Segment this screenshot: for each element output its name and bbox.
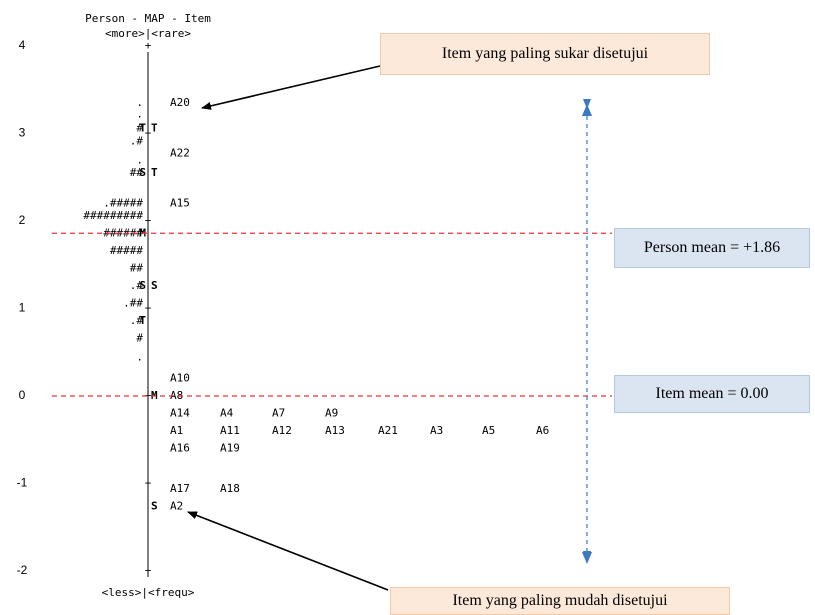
range-arrow-bottom-head	[582, 552, 592, 564]
y-tick-mark: +	[145, 127, 152, 140]
item-label: A4	[220, 407, 234, 420]
item-label: A21	[378, 424, 398, 437]
line-layer	[52, 65, 612, 591]
person-marker: S	[139, 279, 146, 292]
easiest-callout-arrow	[187, 511, 389, 591]
item-label: A19	[220, 442, 240, 455]
item-marker: T	[151, 166, 158, 179]
item-label: A16	[170, 442, 190, 455]
person-row: ######	[103, 226, 143, 239]
y-tick-label: 1	[19, 301, 26, 315]
item-label: A13	[325, 424, 345, 437]
y-tick-mark: +	[145, 564, 152, 577]
hardest-callout-arrow	[201, 65, 381, 110]
person-row: #########	[83, 209, 143, 222]
text-layer: Person - MAP - Item <more>|<rare> <less>|<…	[17, 12, 550, 599]
person-mean-box: Person mean = +1.86	[614, 228, 810, 268]
person-row: .##	[123, 296, 143, 309]
person-row: ##	[130, 261, 144, 274]
person-row: .	[136, 107, 143, 120]
person-row: #####	[110, 244, 143, 257]
item-label: A7	[272, 407, 285, 420]
item-label: A10	[170, 372, 190, 385]
person-row: .	[136, 351, 143, 364]
easiest-item-callout-text: Item yang paling mudah disetujui	[452, 592, 668, 609]
item-mean-box: Item mean = 0.00	[614, 375, 810, 413]
item-label: A14	[170, 407, 190, 420]
item-label: A11	[220, 424, 240, 437]
item-label: A12	[272, 424, 292, 437]
y-tick-mark: +	[145, 302, 152, 315]
item-label: A22	[170, 147, 190, 160]
person-marker: T	[139, 121, 146, 134]
item-label: A8	[170, 389, 183, 402]
map-title: Person - MAP - Item	[85, 12, 211, 25]
y-tick-label: 2	[19, 213, 26, 227]
item-mean-text: Item mean = 0.00	[655, 385, 769, 402]
person-row: .	[136, 96, 143, 109]
item-label: A3	[430, 424, 443, 437]
item-marker: S	[151, 279, 158, 292]
person-marker: T	[139, 314, 146, 327]
item-label: A9	[325, 407, 338, 420]
easiest-item-callout: Item yang paling mudah disetujui	[390, 587, 730, 615]
item-marker: T	[151, 121, 158, 134]
person-marker: S	[139, 166, 146, 179]
person-mean-text: Person mean = +1.86	[643, 239, 781, 256]
y-tick-mark: +	[145, 214, 152, 227]
item-marker: S	[151, 499, 158, 512]
person-row: .#	[130, 314, 144, 327]
y-tick-label: 0	[19, 388, 26, 402]
item-label: A1	[170, 424, 183, 437]
person-row: #	[136, 331, 143, 344]
range-arrow-top-head	[582, 104, 592, 116]
item-label: A6	[536, 424, 549, 437]
person-row: .#####	[103, 197, 143, 210]
y-tick-label: 4	[19, 38, 26, 52]
map-bottom-label: <less>|<frequ>	[102, 586, 195, 599]
hardest-item-callout-text: Item yang paling sukar disetujui	[441, 45, 649, 62]
item-label: A15	[170, 197, 190, 210]
y-tick-mark: +	[145, 477, 152, 490]
map-subtitle: <more>|<rare>	[105, 27, 191, 40]
person-row: #	[136, 121, 143, 134]
y-tick-mark: +	[145, 39, 152, 52]
hardest-item-callout: Item yang paling sukar disetujui	[380, 33, 710, 75]
person-row: .#	[130, 279, 144, 292]
person-row: .#	[130, 134, 144, 147]
item-label: A20	[170, 96, 190, 109]
person-row: .	[136, 154, 143, 167]
item-label: A5	[482, 424, 495, 437]
y-tick-label: -2	[17, 563, 28, 577]
item-label: A17	[170, 482, 190, 495]
y-tick-label: 3	[19, 126, 26, 140]
person-row: ##	[130, 166, 144, 179]
y-tick-label: -1	[17, 476, 28, 490]
y-tick-mark: +	[145, 389, 152, 402]
item-label: A2	[170, 499, 183, 512]
item-label: A18	[220, 482, 240, 495]
